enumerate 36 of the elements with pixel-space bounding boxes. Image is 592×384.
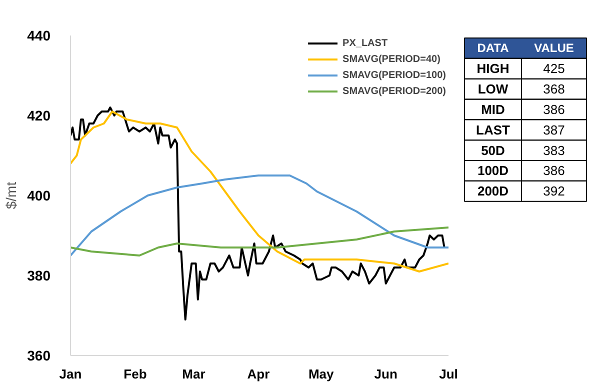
legend-label: SMAVG(PERIOD=100) — [342, 69, 446, 81]
legend-label: SMAVG(PERIOD=40) — [342, 53, 440, 65]
x-tick-label: Jul — [439, 366, 458, 382]
category-label: 50D — [481, 142, 505, 158]
x-tick-label: Jun — [374, 366, 398, 382]
y-tick-label: 380 — [27, 268, 51, 284]
data-label: 386 — [543, 163, 565, 178]
text: DATA — [477, 41, 510, 56]
category-label: LOW — [478, 82, 509, 97]
y-tick-label: 420 — [27, 108, 51, 124]
category-label: 100D — [477, 163, 509, 178]
data-label: 392 — [543, 184, 565, 199]
data-label: 387 — [543, 122, 565, 138]
data-label: 425 — [543, 61, 565, 76]
text: VALUE — [534, 41, 574, 56]
y-tick-label: 400 — [27, 188, 51, 204]
x-tick-label: Jan — [59, 366, 82, 382]
category-label: 200D — [477, 184, 509, 199]
category-label: LAST — [476, 122, 510, 138]
legend-label: PX_LAST — [342, 37, 388, 49]
y-tick-label: 440 — [27, 28, 51, 44]
x-tick-label: May — [308, 366, 335, 382]
legend-label: SMAVG(PERIOD=200) — [342, 85, 446, 97]
data-label: 368 — [543, 82, 565, 97]
category-label: HIGH — [476, 61, 510, 76]
x-tick-label: Apr — [247, 366, 270, 382]
line-series — [70, 110, 448, 272]
category-label: MID — [481, 102, 505, 117]
y-axis-title: $/mt — [3, 182, 20, 210]
data-label: 383 — [543, 142, 565, 158]
x-tick-label: Feb — [124, 366, 147, 382]
line-series — [70, 226, 448, 256]
x-tick-label: Mar — [182, 366, 206, 382]
line-series — [70, 174, 448, 256]
y-tick-label: 360 — [27, 348, 51, 364]
data-label: 386 — [543, 102, 565, 117]
